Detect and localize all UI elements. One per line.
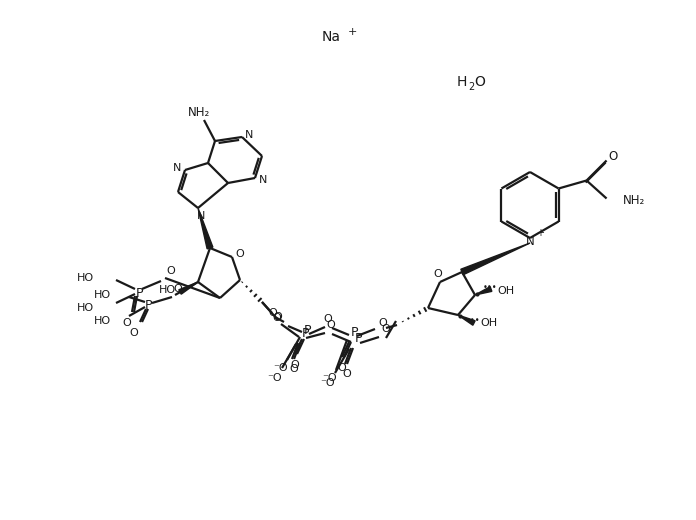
Text: O: O [434,269,443,279]
Text: O: O [608,150,617,163]
Text: ⁻O: ⁻O [274,363,288,373]
Text: P: P [350,326,358,339]
Text: O: O [236,249,244,259]
Text: OH: OH [480,318,497,328]
Text: O: O [326,320,335,330]
Text: O: O [290,364,299,374]
Text: N: N [173,163,181,173]
Text: +: + [348,27,357,37]
Text: O: O [379,318,388,328]
Text: O: O [324,314,333,324]
Polygon shape [458,315,475,325]
Text: Na: Na [322,30,341,44]
Text: P: P [301,327,309,340]
Text: P: P [135,287,143,300]
Text: HO: HO [159,285,176,295]
Text: O: O [173,284,182,294]
Text: H: H [457,75,468,89]
Text: O: O [342,369,351,379]
Polygon shape [198,208,213,249]
Text: O: O [166,266,175,276]
Text: HO: HO [94,316,111,326]
Text: N: N [525,235,535,248]
Text: N: N [197,211,205,221]
Text: HO: HO [94,290,111,300]
Text: •••: ••• [483,282,498,292]
Text: N: N [259,175,267,185]
Text: N: N [245,130,253,140]
Text: P: P [354,332,362,345]
Text: NH₂: NH₂ [623,194,644,207]
Text: 2: 2 [468,82,474,92]
Text: O: O [129,328,139,338]
Text: HO: HO [77,303,94,313]
Text: P: P [144,298,152,311]
Text: O: O [269,308,278,318]
Text: •••: ••• [466,316,481,324]
Polygon shape [475,287,492,295]
Text: O: O [122,318,132,328]
Polygon shape [179,282,198,294]
Text: O: O [338,363,347,373]
Text: O: O [474,75,485,89]
Text: NH₂: NH₂ [188,106,210,119]
Text: +: + [536,228,544,238]
Polygon shape [461,243,530,275]
Text: HO: HO [77,273,94,283]
Text: ⁻O: ⁻O [268,373,283,383]
Text: OH: OH [497,286,514,296]
Text: ⁻O: ⁻O [323,373,338,383]
Text: O: O [291,360,299,370]
Text: ⁻O: ⁻O [321,378,335,388]
Text: P: P [303,323,310,336]
Text: O: O [381,324,390,334]
Text: O: O [274,312,283,322]
Text: O: O [273,313,281,323]
